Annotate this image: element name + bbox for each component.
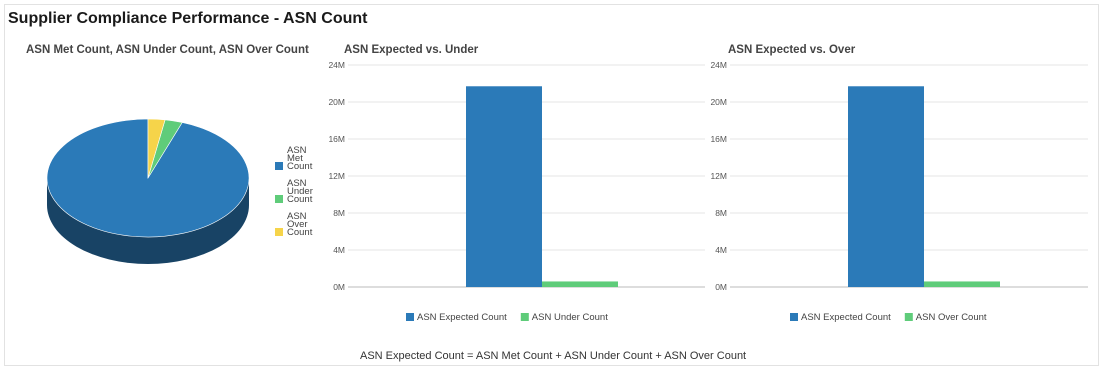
legend-swatch-2 [520, 313, 529, 321]
y-tick-label: 20M [710, 97, 727, 107]
pie-slice-3 [147, 118, 166, 179]
y-tick-label: 24M [710, 60, 727, 70]
bar-2 [924, 281, 1000, 287]
legend-swatch-2 [904, 313, 913, 321]
pie-legend-label-1: Met [287, 153, 303, 164]
y-tick-label: 4M [333, 245, 345, 255]
bar-1 [466, 86, 542, 288]
legend-swatch-1 [406, 313, 414, 321]
pie-legend-label-1: ASN [287, 145, 307, 156]
pie-slice-side-0 [47, 178, 249, 264]
y-tick-label: 4M [715, 245, 727, 255]
y-tick-label: 24M [328, 60, 345, 70]
formula-footnote: ASN Expected Count = ASN Met Count + ASN… [360, 350, 747, 362]
y-tick-label: 0M [715, 282, 727, 292]
pie-legend-label-2: ASN [287, 178, 307, 189]
y-tick-label: 8M [333, 208, 345, 218]
bar-2 [542, 281, 618, 287]
pie-legend-label-1: Count [287, 161, 313, 172]
legend-label-2: ASN Over Count [916, 312, 987, 323]
legend-label-1: ASN Expected Count [801, 312, 891, 323]
pie-legend-swatch-1 [275, 162, 283, 170]
legend-label-1: ASN Expected Count [417, 312, 507, 323]
pie-legend-swatch-3 [275, 228, 283, 236]
y-tick-label: 20M [328, 97, 345, 107]
y-tick-label: 12M [328, 171, 345, 181]
pie-legend-label-3: Over [287, 219, 308, 230]
pie-legend-label-3: Count [287, 227, 313, 238]
bar-chart-under-title: ASN Expected vs. Under [344, 44, 479, 56]
bar-1 [848, 86, 924, 288]
y-tick-label: 16M [710, 134, 727, 144]
y-tick-label: 16M [328, 134, 345, 144]
y-tick-label: 0M [333, 282, 345, 292]
legend-swatch-1 [790, 313, 798, 321]
bar-chart-over-title: ASN Expected vs. Over [728, 44, 856, 56]
pie-legend-label-2: Under [287, 186, 313, 197]
pie-chart-title: ASN Met Count, ASN Under Count, ASN Over… [26, 44, 309, 56]
legend-label-2: ASN Under Count [532, 312, 608, 323]
pie-legend-label-3: ASN [287, 211, 307, 222]
pie-legend-label-2: Count [287, 194, 313, 205]
pie-legend-swatch-2 [275, 195, 283, 203]
page-title: Supplier Compliance Performance - ASN Co… [8, 10, 368, 27]
dashboard-panel [4, 4, 1099, 366]
y-tick-label: 12M [710, 171, 727, 181]
y-tick-label: 8M [715, 208, 727, 218]
